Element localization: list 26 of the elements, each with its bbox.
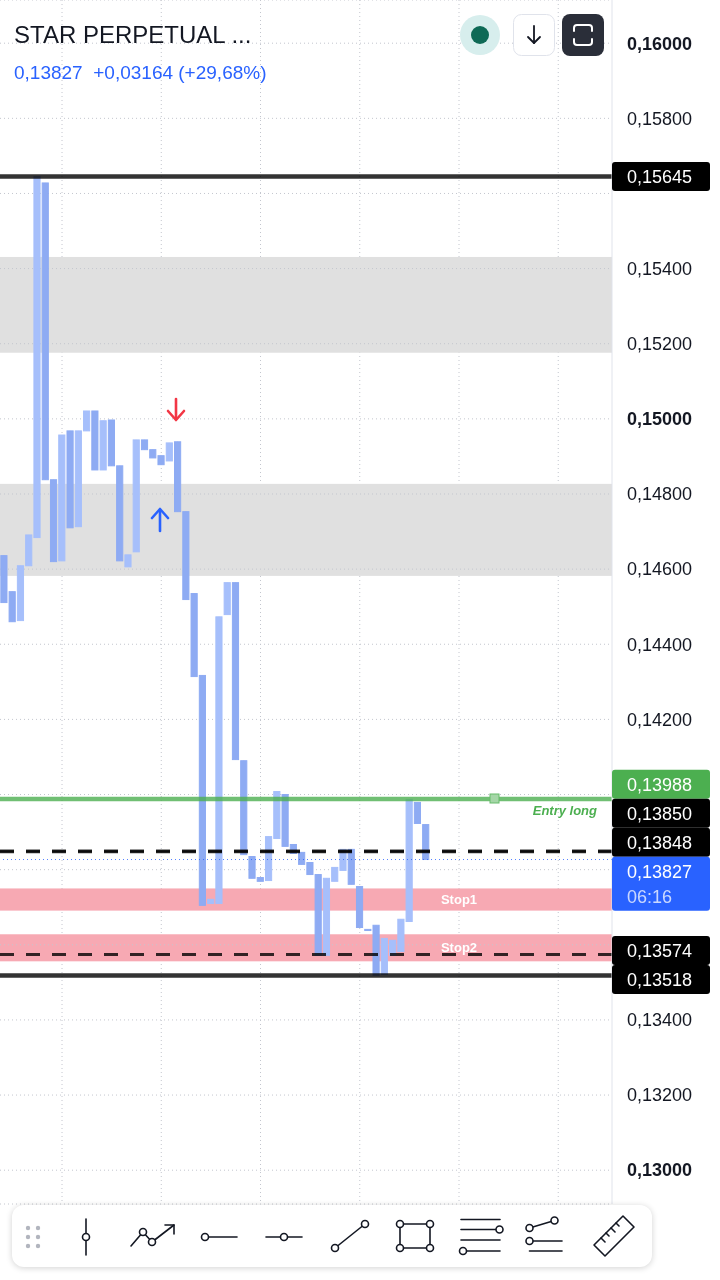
y-tick-label: 0,14400 <box>627 634 693 655</box>
band-label: Stop2 <box>440 940 478 956</box>
y-tick-label: 0,14200 <box>627 709 693 730</box>
y-tick-label: 0,13000 <box>627 1160 693 1181</box>
y-tick-label: 0,15000 <box>627 409 693 430</box>
y-tick-label: 0,15200 <box>627 334 693 355</box>
y-tick-label: 0,16000 <box>627 33 693 54</box>
y-tick-label: 0,14800 <box>627 484 693 505</box>
candlestick <box>413 801 422 824</box>
ref-line-label: 0,15645 <box>627 166 693 187</box>
y-tick-label: 0,13400 <box>627 1010 693 1031</box>
y-tick-label: 0,14600 <box>627 559 693 580</box>
candlestick <box>165 442 173 462</box>
band-label: Stop1 <box>440 892 478 908</box>
y-tick-label: 0,15800 <box>627 108 693 129</box>
annotation: Entry long <box>532 803 598 819</box>
ref-line-label: 0,13850 <box>627 803 693 824</box>
ref-line-label: 0,13848 <box>627 832 693 853</box>
ref-line-label: 0,13827 06:16 <box>627 861 693 907</box>
text: STAR PERPETUAL ... <box>14 20 252 50</box>
y-tick-label: 0,15400 <box>627 258 693 279</box>
y-tick-label: 0,13200 <box>627 1085 693 1106</box>
ref-line-label: 0,13988 <box>627 774 693 795</box>
ref-line-label: 0,13574 <box>627 940 693 961</box>
ref-line-label: 0,13518 <box>627 969 693 990</box>
text: 0,13827 +0,03164 (+29,68%) <box>14 61 267 85</box>
